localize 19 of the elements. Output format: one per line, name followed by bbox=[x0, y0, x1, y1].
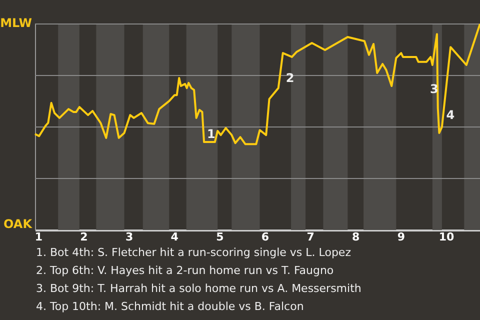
text: MLW bbox=[0, 16, 32, 30]
x-tick-label: 2 bbox=[80, 230, 88, 244]
text: 1. Bot 4th: S. Fletcher hit a run-scoring single vs L. Lopez bbox=[36, 246, 352, 259]
x-tick-label: 1 bbox=[34, 230, 42, 244]
text: OAK bbox=[4, 217, 33, 231]
x-tick-label: 4 bbox=[170, 230, 179, 244]
x-tick-label: 5 bbox=[216, 230, 224, 244]
annotation: 2 bbox=[286, 70, 294, 85]
annotation: 4 bbox=[446, 108, 455, 122]
text: 4. Top 10th: M. Schmidt hit a double vs B. Falcon bbox=[36, 300, 304, 313]
x-tick-label: 3 bbox=[125, 230, 134, 244]
x-tick-label: 9 bbox=[397, 230, 406, 244]
text: 2. Top 6th: V. Hayes hit a 2-run home run vs T. Faugno bbox=[36, 264, 334, 277]
text: 3. Bot 9th: T. Harrah hit a solo home run vs A. Messersmith bbox=[36, 282, 362, 295]
x-tick-label: 8 bbox=[352, 230, 360, 244]
x-tick-label: 7 bbox=[306, 230, 314, 244]
x-tick-label: 6 bbox=[261, 230, 270, 244]
annotation: 1 bbox=[207, 127, 216, 142]
x-tick-label: 10 bbox=[438, 230, 455, 244]
